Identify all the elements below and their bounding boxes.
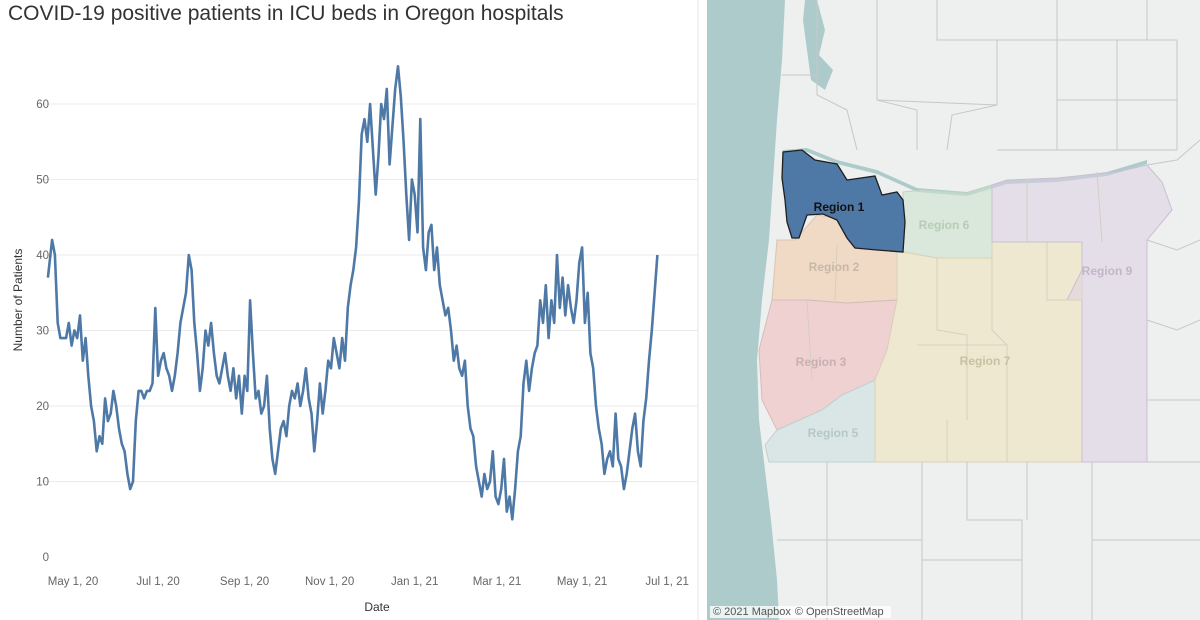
region-2-label: Region 2 bbox=[809, 260, 860, 274]
y-axis-label: Number of Patients bbox=[11, 249, 25, 352]
region-9-label: Region 9 bbox=[1082, 264, 1133, 278]
interior-county-lines bbox=[806, 171, 1103, 462]
icu-line-chart: 0 10 20 30 40 50 60 May 1, 20 Jul 1, 20 Sep 1, 2… bbox=[11, 0, 699, 620]
region-7-shape[interactable] bbox=[874, 241, 1083, 463]
y-tick-label: 0 bbox=[43, 552, 49, 564]
x-tick-label: May 1, 21 bbox=[557, 576, 608, 588]
region-7-label: Region 7 bbox=[960, 354, 1011, 368]
region-6-label: Region 6 bbox=[919, 218, 970, 232]
y-tick-label: 30 bbox=[36, 326, 49, 338]
mapbox-attribution-link[interactable]: © 2021 Mapbox bbox=[713, 606, 791, 618]
x-tick-label: Sep 1, 20 bbox=[220, 576, 269, 588]
osm-attribution-link[interactable]: © OpenStreetMap bbox=[794, 606, 884, 618]
x-tick-label: Nov 1, 20 bbox=[305, 576, 354, 588]
puget-sound bbox=[803, 0, 833, 90]
ocean bbox=[707, 0, 785, 620]
y-tick-label: 20 bbox=[36, 401, 49, 413]
region-1-label: Region 1 bbox=[814, 200, 865, 214]
y-tick-label: 40 bbox=[36, 250, 49, 262]
y-tick-label: 10 bbox=[36, 477, 49, 489]
x-tick-label: Jul 1, 21 bbox=[645, 576, 688, 588]
x-tick-label: Jan 1, 21 bbox=[391, 576, 438, 588]
x-tick-label: Mar 1, 21 bbox=[473, 576, 522, 588]
x-tick-label: Jul 1, 20 bbox=[136, 576, 179, 588]
y-tick-label: 60 bbox=[36, 99, 49, 111]
region-3-label: Region 3 bbox=[796, 355, 847, 369]
icu-patients-line[interactable] bbox=[46, 65, 659, 521]
x-axis-label: Date bbox=[364, 600, 390, 614]
region-9-shape[interactable] bbox=[991, 164, 1173, 463]
oregon-regions-map[interactable]: Region 1 Region 2 Region 3 Region 5 Regi… bbox=[707, 0, 1200, 620]
map-attribution[interactable]: © 2021 Mapbox © OpenStreetMap bbox=[710, 606, 891, 618]
x-tick-label: May 1, 20 bbox=[48, 576, 99, 588]
region-1-shape[interactable] bbox=[781, 149, 906, 253]
county-lines bbox=[777, 0, 1200, 620]
chart-title: COVID-19 positive patients in ICU beds i… bbox=[8, 2, 564, 25]
region-5-label: Region 5 bbox=[808, 426, 859, 440]
y-tick-label: 50 bbox=[36, 175, 49, 187]
